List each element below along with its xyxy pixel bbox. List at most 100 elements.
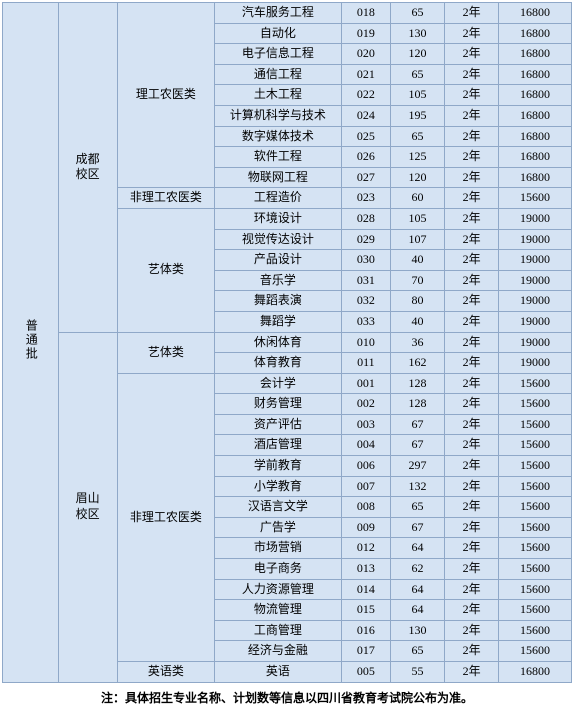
code-cell: 029 [341, 229, 390, 250]
fee-cell: 15600 [499, 435, 572, 456]
major-cell: 资产评估 [215, 414, 342, 435]
code-cell: 013 [341, 559, 390, 580]
major-cell: 小学教育 [215, 476, 342, 497]
major-cell: 舞蹈表演 [215, 291, 342, 312]
quota-cell: 67 [390, 517, 444, 538]
duration-cell: 2年 [445, 394, 499, 415]
duration-cell: 2年 [445, 3, 499, 24]
major-cell: 音乐学 [215, 270, 342, 291]
fee-cell: 16800 [499, 167, 572, 188]
duration-cell: 2年 [445, 147, 499, 168]
code-cell: 003 [341, 414, 390, 435]
code-cell: 031 [341, 270, 390, 291]
code-cell: 010 [341, 332, 390, 353]
fee-cell: 16800 [499, 3, 572, 24]
quota-cell: 64 [390, 579, 444, 600]
major-cell: 广告学 [215, 517, 342, 538]
fee-cell: 15600 [499, 620, 572, 641]
quota-cell: 105 [390, 208, 444, 229]
duration-cell: 2年 [445, 620, 499, 641]
quota-cell: 120 [390, 167, 444, 188]
code-cell: 033 [341, 311, 390, 332]
fee-cell: 15600 [499, 188, 572, 209]
code-cell: 001 [341, 373, 390, 394]
duration-cell: 2年 [445, 476, 499, 497]
major-cell: 通信工程 [215, 64, 342, 85]
code-cell: 030 [341, 250, 390, 271]
quota-cell: 62 [390, 559, 444, 580]
fee-cell: 15600 [499, 456, 572, 477]
duration-cell: 2年 [445, 167, 499, 188]
campus-meishan: 眉山校区 [58, 332, 117, 682]
code-cell: 014 [341, 579, 390, 600]
code-cell: 021 [341, 64, 390, 85]
major-cell: 休闲体育 [215, 332, 342, 353]
quota-cell: 70 [390, 270, 444, 291]
quota-cell: 40 [390, 311, 444, 332]
major-cell: 会计学 [215, 373, 342, 394]
major-cell: 环境设计 [215, 208, 342, 229]
campus-chengdu: 成都校区 [58, 3, 117, 333]
batch-cell: 普通批 [3, 3, 59, 683]
duration-cell: 2年 [445, 44, 499, 65]
fee-cell: 16800 [499, 126, 572, 147]
quota-cell: 65 [390, 641, 444, 662]
category-cell: 非理工农医类 [117, 373, 215, 661]
quota-cell: 80 [390, 291, 444, 312]
fee-cell: 19000 [499, 250, 572, 271]
code-cell: 020 [341, 44, 390, 65]
major-cell: 学前教育 [215, 456, 342, 477]
fee-cell: 16800 [499, 44, 572, 65]
quota-cell: 297 [390, 456, 444, 477]
code-cell: 032 [341, 291, 390, 312]
code-cell: 011 [341, 353, 390, 374]
quota-cell: 128 [390, 394, 444, 415]
duration-cell: 2年 [445, 414, 499, 435]
duration-cell: 2年 [445, 353, 499, 374]
fee-cell: 19000 [499, 208, 572, 229]
duration-cell: 2年 [445, 559, 499, 580]
duration-cell: 2年 [445, 270, 499, 291]
code-cell: 009 [341, 517, 390, 538]
major-cell: 工商管理 [215, 620, 342, 641]
duration-cell: 2年 [445, 332, 499, 353]
fee-cell: 15600 [499, 559, 572, 580]
duration-cell: 2年 [445, 435, 499, 456]
code-cell: 015 [341, 600, 390, 621]
fee-cell: 16800 [499, 85, 572, 106]
fee-cell: 16800 [499, 105, 572, 126]
code-cell: 002 [341, 394, 390, 415]
code-cell: 004 [341, 435, 390, 456]
major-cell: 英语 [215, 662, 342, 683]
code-cell: 022 [341, 85, 390, 106]
code-cell: 006 [341, 456, 390, 477]
duration-cell: 2年 [445, 641, 499, 662]
fee-cell: 15600 [499, 538, 572, 559]
major-cell: 土木工程 [215, 85, 342, 106]
quota-cell: 105 [390, 85, 444, 106]
fee-cell: 16800 [499, 662, 572, 683]
quota-cell: 60 [390, 188, 444, 209]
duration-cell: 2年 [445, 579, 499, 600]
code-cell: 016 [341, 620, 390, 641]
duration-cell: 2年 [445, 538, 499, 559]
major-cell: 物联网工程 [215, 167, 342, 188]
code-cell: 019 [341, 23, 390, 44]
code-cell: 018 [341, 3, 390, 24]
major-cell: 软件工程 [215, 147, 342, 168]
category-cell: 艺体类 [117, 208, 215, 332]
major-cell: 体育教育 [215, 353, 342, 374]
major-cell: 市场营销 [215, 538, 342, 559]
code-cell: 028 [341, 208, 390, 229]
code-cell: 008 [341, 497, 390, 518]
quota-cell: 125 [390, 147, 444, 168]
major-cell: 计算机科学与技术 [215, 105, 342, 126]
major-cell: 经济与金融 [215, 641, 342, 662]
quota-cell: 130 [390, 620, 444, 641]
duration-cell: 2年 [445, 662, 499, 683]
admissions-table: 普通批成都校区理工农医类汽车服务工程018652年16800自动化0191302… [2, 2, 572, 683]
quota-cell: 132 [390, 476, 444, 497]
table-row: 眉山校区艺体类休闲体育010362年19000 [3, 332, 572, 353]
code-cell: 025 [341, 126, 390, 147]
duration-cell: 2年 [445, 85, 499, 106]
